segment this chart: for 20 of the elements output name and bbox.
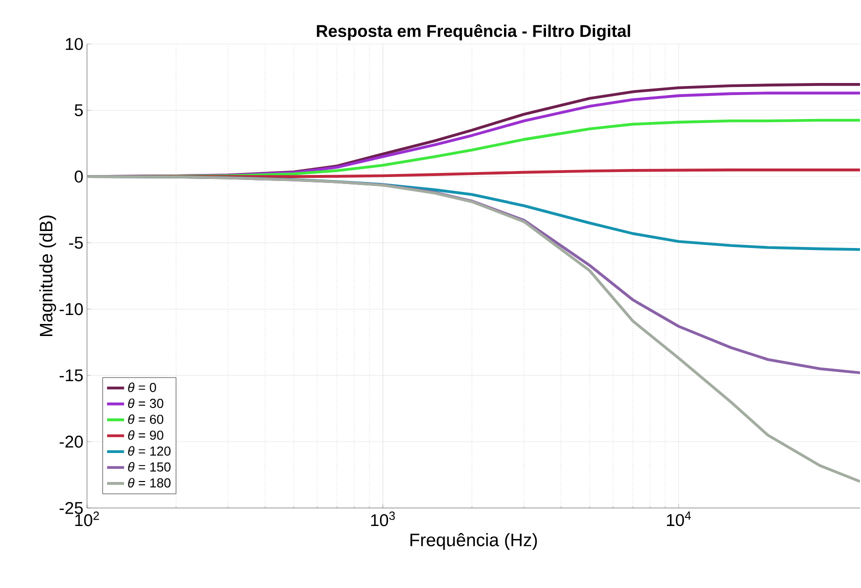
x-axis-title: Frequência (Hz) (410, 533, 537, 550)
chart-title: Resposta em Frequência - Filtro Digital (316, 24, 630, 40)
legend-label: θ = 60 (128, 414, 164, 424)
y-tick-label: -20 (60, 436, 83, 448)
legend-label: θ = 30 (128, 398, 164, 408)
x-tick-label: 10$^{4}$ (667, 512, 691, 526)
x-tick-label: 10$^{3}$ (371, 512, 395, 526)
y-tick-label: -5 (69, 236, 83, 249)
y-tick-label: 0 (74, 170, 83, 183)
legend-label: θ = 0 (128, 382, 156, 392)
y-tick-label: -25 (60, 502, 83, 514)
y-tick-label: 5 (74, 104, 83, 116)
legend-label: θ = 150 (128, 462, 171, 472)
legend-label: θ = 90 (128, 430, 164, 440)
y-tick-label: -10 (60, 303, 83, 316)
legend-label: θ = 120 (128, 446, 171, 456)
y-axis-title: Magnitude (dB) (39, 216, 56, 336)
y-tick-label: 10 (66, 38, 83, 50)
legend-label: θ = 180 (128, 478, 171, 488)
y-tick-label: -15 (60, 369, 83, 382)
